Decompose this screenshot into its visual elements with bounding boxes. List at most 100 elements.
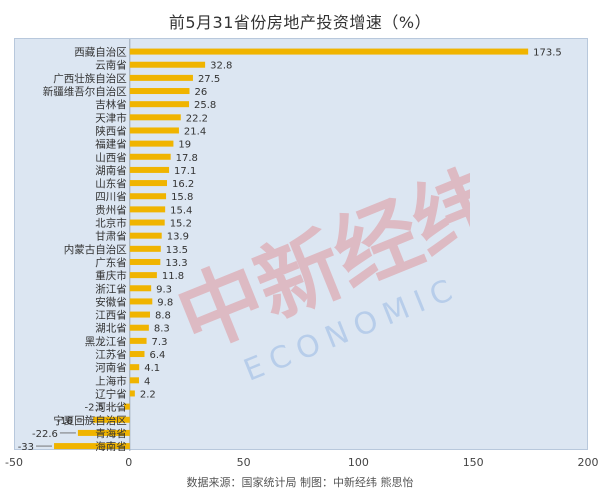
value-label: -2.5 <box>85 403 105 414</box>
value-label: 19 <box>178 140 191 151</box>
bar <box>129 351 145 358</box>
bar <box>129 258 161 265</box>
category-label: 陕西省 <box>95 124 127 137</box>
x-tick-label: 200 <box>578 456 599 469</box>
bar <box>129 324 149 331</box>
bar <box>129 272 157 279</box>
category-label: 福建省 <box>95 138 127 151</box>
value-label: 22.2 <box>186 113 208 124</box>
bar <box>129 245 161 252</box>
value-label: 15.4 <box>170 205 192 216</box>
x-tick-label: 0 <box>125 456 132 469</box>
value-label: 27.5 <box>198 74 220 85</box>
value-label: 11.8 <box>162 271 184 282</box>
value-label: -33 <box>18 442 34 451</box>
x-tick-label: 100 <box>348 456 369 469</box>
bar-chart: 西藏自治区 173.5 云南省 32.8 广西壮族自治区 27.5 新疆维吾尔自治区 26 吉林… <box>18 39 562 451</box>
category-label: 辽宁省 <box>95 387 127 400</box>
category-label: 山西省 <box>95 151 127 164</box>
value-label: 13.9 <box>167 232 189 243</box>
category-label: 浙江省 <box>95 282 127 295</box>
category-label: 宁夏回族自治区 <box>53 414 127 427</box>
value-label: 17.8 <box>176 153 198 164</box>
category-label: 黑龙江省 <box>85 335 127 348</box>
bar <box>129 166 170 173</box>
category-label: 上海市 <box>95 374 127 387</box>
value-label: 15.8 <box>171 192 193 203</box>
value-label: 9.8 <box>157 297 173 308</box>
value-label: 6.4 <box>149 350 165 361</box>
value-label: 17.1 <box>174 166 196 177</box>
value-label: 26 <box>194 87 207 98</box>
category-label: 广东省 <box>95 256 127 269</box>
plot-area: 西藏自治区 173.5 云南省 32.8 广西壮族自治区 27.5 新疆维吾尔自治区 26 吉林… <box>14 38 588 451</box>
bar <box>129 285 152 292</box>
category-label: 安徽省 <box>95 295 127 308</box>
bar <box>129 74 193 81</box>
category-label: 西藏自治区 <box>74 46 127 59</box>
bar <box>129 193 167 200</box>
value-label: 25.8 <box>194 100 216 111</box>
chart-title: 前5月31省份房地产投资增速（%） <box>168 13 432 32</box>
value-label: 16.2 <box>172 179 194 190</box>
bar <box>129 298 153 305</box>
category-label: 海南省 <box>95 440 127 451</box>
category-label: 重庆市 <box>95 269 127 282</box>
bar <box>129 61 206 68</box>
bar <box>93 416 130 423</box>
category-label: 河南省 <box>95 361 127 374</box>
value-label: 21.4 <box>184 126 206 137</box>
bar <box>129 140 174 147</box>
value-label: 8.3 <box>154 324 170 335</box>
bar <box>129 390 135 397</box>
category-label: 北京市 <box>95 217 127 230</box>
value-label: 13.3 <box>165 258 187 269</box>
category-label: 贵州省 <box>95 203 127 216</box>
category-label: 河北省 <box>95 401 127 414</box>
category-label: 新疆维吾尔自治区 <box>43 85 127 98</box>
category-label: 山东省 <box>95 177 127 190</box>
category-label: 云南省 <box>95 59 127 72</box>
value-label: -16 <box>57 416 73 427</box>
value-label: 8.8 <box>155 311 171 322</box>
category-label: 甘肃省 <box>95 230 127 243</box>
x-tick-label: 150 <box>463 456 484 469</box>
bar <box>129 206 166 213</box>
bar <box>129 219 165 226</box>
category-label: 广西壮族自治区 <box>53 72 127 85</box>
bar <box>129 101 190 108</box>
category-label: 江西省 <box>95 309 127 322</box>
category-label: 天津市 <box>95 111 127 124</box>
bar <box>129 88 190 95</box>
category-label: 江苏省 <box>95 348 127 361</box>
bar <box>77 429 130 436</box>
category-label: 四川省 <box>95 190 127 203</box>
value-label: 7.3 <box>152 337 168 348</box>
value-label: 4.1 <box>144 363 160 374</box>
x-axis: -50 0 50 100 150 200 <box>5 456 599 469</box>
bar <box>129 364 140 371</box>
bar <box>129 311 151 318</box>
bar <box>129 180 167 187</box>
bar <box>129 377 139 384</box>
bar <box>129 232 162 239</box>
value-label: 9.3 <box>156 284 172 295</box>
value-label: 2.2 <box>140 389 156 400</box>
value-label: 4 <box>144 376 150 387</box>
bar <box>129 114 181 121</box>
category-label: 青海省 <box>95 427 127 440</box>
category-label: 内蒙古自治区 <box>64 243 127 256</box>
value-label: 173.5 <box>533 48 562 59</box>
bar <box>129 337 147 344</box>
category-label: 吉林省 <box>95 98 127 111</box>
bar <box>124 403 130 410</box>
value-label: -22.6 <box>32 429 58 440</box>
value-label: 15.2 <box>170 219 192 230</box>
x-tick-label: -50 <box>5 456 23 469</box>
category-label: 湖南省 <box>95 164 127 177</box>
category-label: 湖北省 <box>95 322 127 335</box>
value-label: 13.5 <box>166 245 188 256</box>
data-source-note: 数据来源：国家统计局 制图：中新经纬 熊思怡 <box>186 476 414 489</box>
bar <box>129 153 171 160</box>
x-tick-label: 50 <box>237 456 251 469</box>
